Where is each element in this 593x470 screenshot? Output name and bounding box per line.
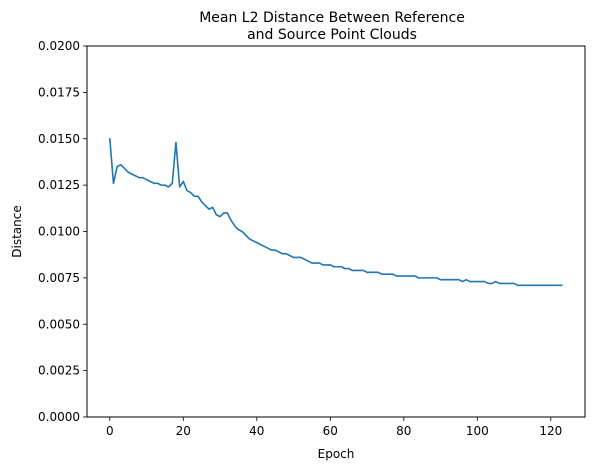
x-axis-ticks: 0 20 40 60 80 100 120 xyxy=(106,417,562,438)
y-tick-label: 0.0075 xyxy=(38,271,80,285)
y-tick-label: 0.0175 xyxy=(38,85,80,99)
x-tick-label: 20 xyxy=(176,424,191,438)
x-tick-label: 40 xyxy=(249,424,264,438)
chart-title-line-1: Mean L2 Distance Between Reference xyxy=(199,10,465,26)
x-tick-label: 100 xyxy=(466,424,489,438)
x-tick-label: 80 xyxy=(396,424,411,438)
distance-series-line xyxy=(108,137,563,287)
x-tick-label: 0 xyxy=(106,424,114,438)
x-tick-label: 60 xyxy=(323,424,338,438)
y-axis-ticks: 0.0000 0.0025 0.0050 0.0075 0.0100 0.0125 0.01… xyxy=(38,39,87,424)
y-tick-label: 0.0200 xyxy=(38,39,80,53)
y-tick-label: 0.0025 xyxy=(38,364,80,378)
y-tick-label: 0.0100 xyxy=(38,225,80,239)
plot-area-frame xyxy=(86,45,586,418)
x-tick-label: 120 xyxy=(539,424,562,438)
y-tick-label: 0.0150 xyxy=(38,132,80,146)
x-axis-label: Epoch xyxy=(318,447,355,461)
chart-title-line-2: and Source Point Clouds xyxy=(247,27,417,43)
y-tick-label: 0.0050 xyxy=(38,317,80,331)
y-axis-label: Distance xyxy=(10,205,24,257)
y-tick-label: 0.0125 xyxy=(38,178,80,192)
y-tick-label: 0.0000 xyxy=(38,410,80,424)
